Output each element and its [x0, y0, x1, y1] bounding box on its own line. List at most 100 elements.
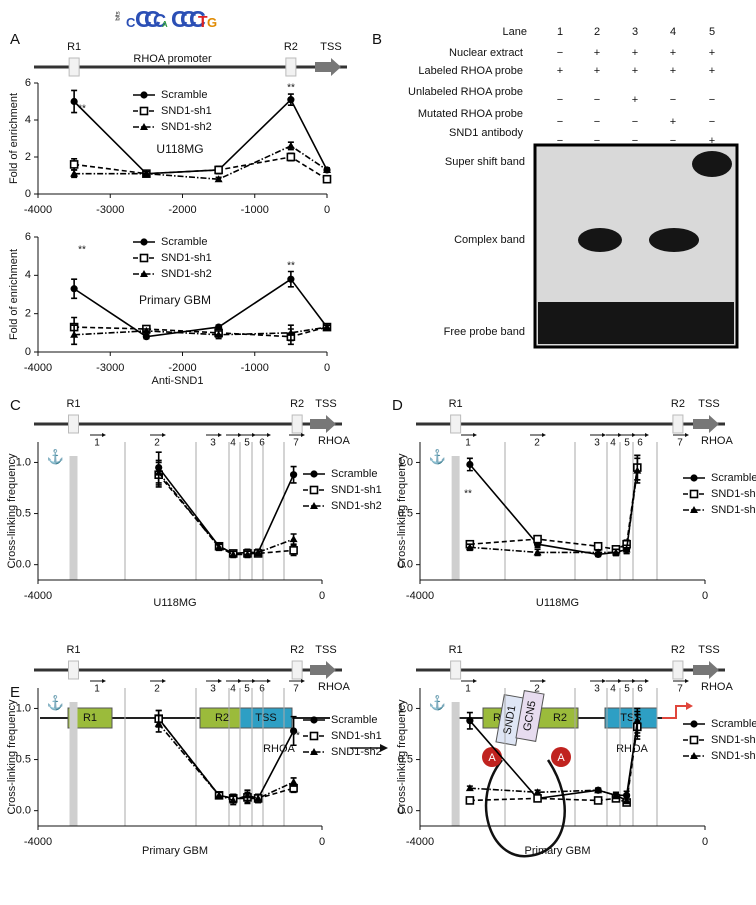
series-line	[158, 472, 294, 556]
marker	[214, 330, 223, 338]
gel-mark: −	[557, 135, 563, 147]
marker	[690, 720, 698, 728]
legend-label: SND1-sh1	[161, 252, 212, 264]
marker	[69, 160, 79, 169]
gene-label: RHOA	[263, 743, 295, 755]
marker	[594, 786, 603, 794]
legend-label: Scramble	[161, 236, 207, 248]
fragment-arrow-head	[602, 679, 606, 683]
panel-label: C	[10, 397, 21, 414]
loop	[484, 759, 566, 858]
gel-mark: +	[709, 65, 715, 77]
gel-mark: −	[670, 94, 676, 106]
logo-letter: T	[198, 14, 208, 31]
marker	[466, 717, 474, 725]
legend-label: Scramble	[711, 472, 756, 484]
tss-arrow	[662, 705, 688, 719]
fragment-label: 1	[94, 684, 100, 695]
legend-label: SND1-sh2	[331, 746, 382, 758]
box-label: R2	[553, 712, 567, 724]
y-tick-label: 0.5	[398, 753, 413, 765]
track-label: R2	[290, 644, 304, 656]
marker	[287, 275, 295, 283]
x-tick-label: 0	[324, 362, 330, 374]
annotation: **	[292, 731, 300, 742]
marker	[611, 548, 620, 556]
anchor-icon: ⚓	[47, 695, 64, 712]
marker	[465, 784, 474, 792]
marker	[290, 471, 298, 479]
fragment-label: 5	[244, 684, 250, 695]
logo-letter: A	[162, 20, 168, 29]
region-highlight	[451, 702, 460, 826]
anchor-icon: ⚓	[429, 449, 446, 466]
marker	[243, 550, 252, 558]
region-box	[450, 660, 462, 680]
gel-row-label: Nuclear extract	[449, 47, 523, 59]
fragment-arrow-head	[267, 679, 271, 683]
x-tick-label: 0	[702, 836, 708, 848]
gel-row-label: Unlabeled RHOA probe	[408, 86, 523, 98]
acetyl-label: A	[557, 752, 565, 764]
marker	[690, 474, 698, 482]
marker	[286, 152, 296, 162]
track-label: R2	[284, 41, 298, 53]
marker	[140, 238, 148, 246]
legend-label: SND1-sh1	[331, 730, 382, 742]
fragment-label: 4	[610, 684, 616, 695]
complex-band	[649, 228, 699, 252]
logo-letter: C	[153, 11, 166, 31]
legend-label: SND1-sh2	[711, 750, 756, 762]
marker	[690, 752, 698, 759]
annotation: **	[78, 245, 86, 256]
tss-arrow	[315, 58, 341, 76]
fragment-label: 1	[465, 684, 471, 695]
track-label: TSS	[698, 644, 719, 656]
y-tick-label: 0.0	[398, 559, 413, 571]
fragment-label: 6	[259, 438, 265, 449]
fragment-label: 5	[624, 684, 630, 695]
track-label: R2	[290, 398, 304, 410]
region-box	[68, 57, 80, 77]
marker	[622, 796, 631, 804]
marker	[139, 106, 149, 116]
marker	[309, 485, 319, 495]
track-label: RHOA	[701, 681, 733, 693]
marker	[533, 534, 542, 544]
x-tick-label: -4000	[406, 836, 434, 848]
fragment-label: 3	[594, 438, 600, 449]
x-tick-label: 0	[702, 590, 708, 602]
fragment-label: 3	[594, 684, 600, 695]
marker	[70, 330, 79, 338]
annotation: **	[78, 104, 86, 115]
y-axis-label: Cross-linking frequency	[396, 453, 408, 568]
box-label: TSS	[255, 712, 276, 724]
fragment-arrow-head	[218, 433, 222, 437]
protein-label: SND1	[501, 704, 518, 735]
fragment-label: 7	[677, 684, 683, 695]
y-tick-label: 1.0	[16, 456, 31, 468]
y-tick-label: 1.0	[16, 702, 31, 714]
marker	[310, 502, 318, 509]
lane-label: 1	[557, 26, 563, 38]
marker	[154, 719, 163, 727]
track-label: R1	[449, 644, 463, 656]
annotation: **	[464, 489, 472, 500]
acetyl-label: A	[488, 752, 496, 764]
fragment-arrow-head	[102, 679, 106, 683]
y-tick-label: 2	[25, 151, 31, 163]
fragment-arrow-head	[473, 433, 477, 437]
logo-letter: C	[171, 6, 188, 32]
panel-label: A	[10, 31, 20, 48]
gel-header: Lane	[503, 26, 527, 38]
marker	[140, 123, 148, 130]
marker	[214, 175, 223, 183]
region-highlight	[69, 456, 78, 580]
diagram: R1 R2 TSS RHOA R1 R2 TSS SND1 GCN5 A A R…	[40, 690, 693, 858]
series-line	[158, 474, 294, 555]
track-label: TSS	[320, 41, 341, 53]
fragment-arrow-head	[542, 433, 546, 437]
marker	[289, 535, 298, 543]
marker	[310, 748, 318, 755]
gel-mark: +	[709, 47, 715, 59]
